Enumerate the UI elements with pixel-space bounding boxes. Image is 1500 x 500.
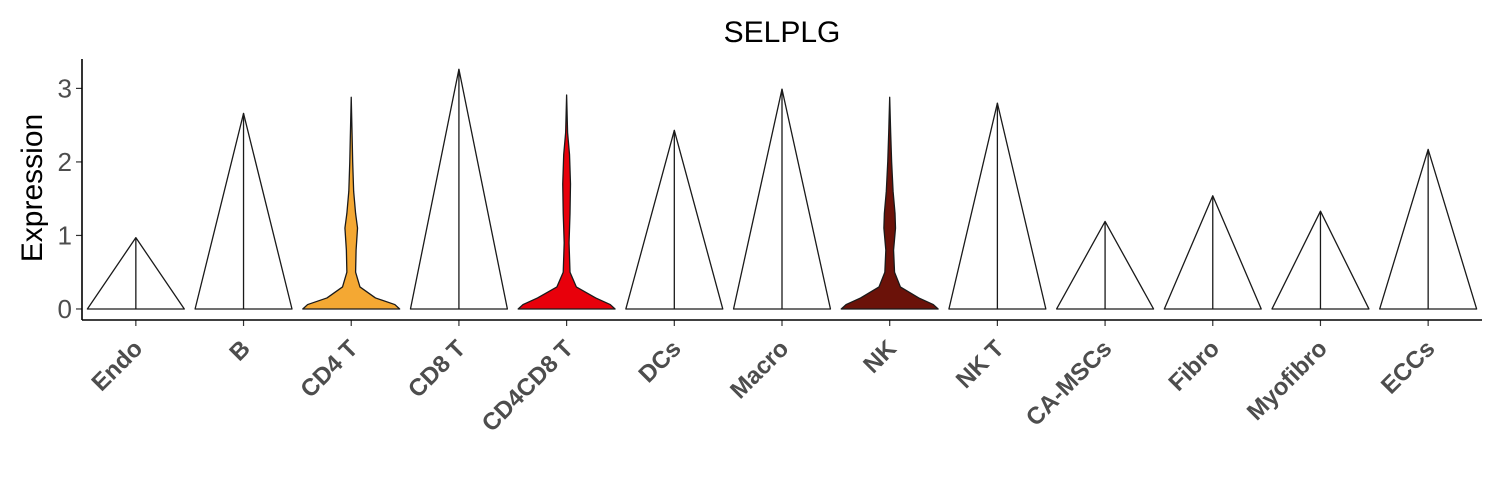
x-tick-label: Macro: [725, 335, 794, 404]
y-tick-label: 3: [58, 73, 72, 103]
y-axis-label: Expression: [16, 114, 49, 262]
x-axis: Endo B CD4 T CD8 T CD4CD8 T DCs Macro NK NK T CA-…: [87, 320, 1440, 437]
y-tick-label: 2: [58, 147, 72, 177]
x-tick-label: Myofibro: [1242, 335, 1333, 426]
x-tick-label: B: [224, 335, 255, 366]
x-tick-label: CD8 T: [403, 335, 471, 403]
chart-title: SELPLG: [724, 16, 841, 49]
y-axis: 0 1 2 3: [58, 73, 82, 324]
violin-nk: [840, 96, 939, 310]
violin-cd4-t: [302, 96, 401, 310]
x-tick-label: Fibro: [1163, 335, 1225, 397]
x-tick-label: DCs: [634, 335, 687, 388]
violin-cd4cd8-t: [517, 94, 616, 310]
x-tick-label: NK: [858, 335, 902, 379]
y-tick-label: 1: [58, 220, 72, 250]
x-tick-label: ECCs: [1376, 335, 1440, 399]
x-tick-label: NK T: [951, 335, 1010, 394]
x-tick-label: CA-MSCs: [1021, 335, 1117, 431]
x-tick-label: CD4CD8 T: [477, 335, 579, 437]
x-tick-label: Endo: [87, 335, 149, 397]
violins: [86, 68, 1478, 310]
x-tick-label: CD4 T: [295, 335, 363, 403]
y-tick-label: 0: [58, 294, 72, 324]
